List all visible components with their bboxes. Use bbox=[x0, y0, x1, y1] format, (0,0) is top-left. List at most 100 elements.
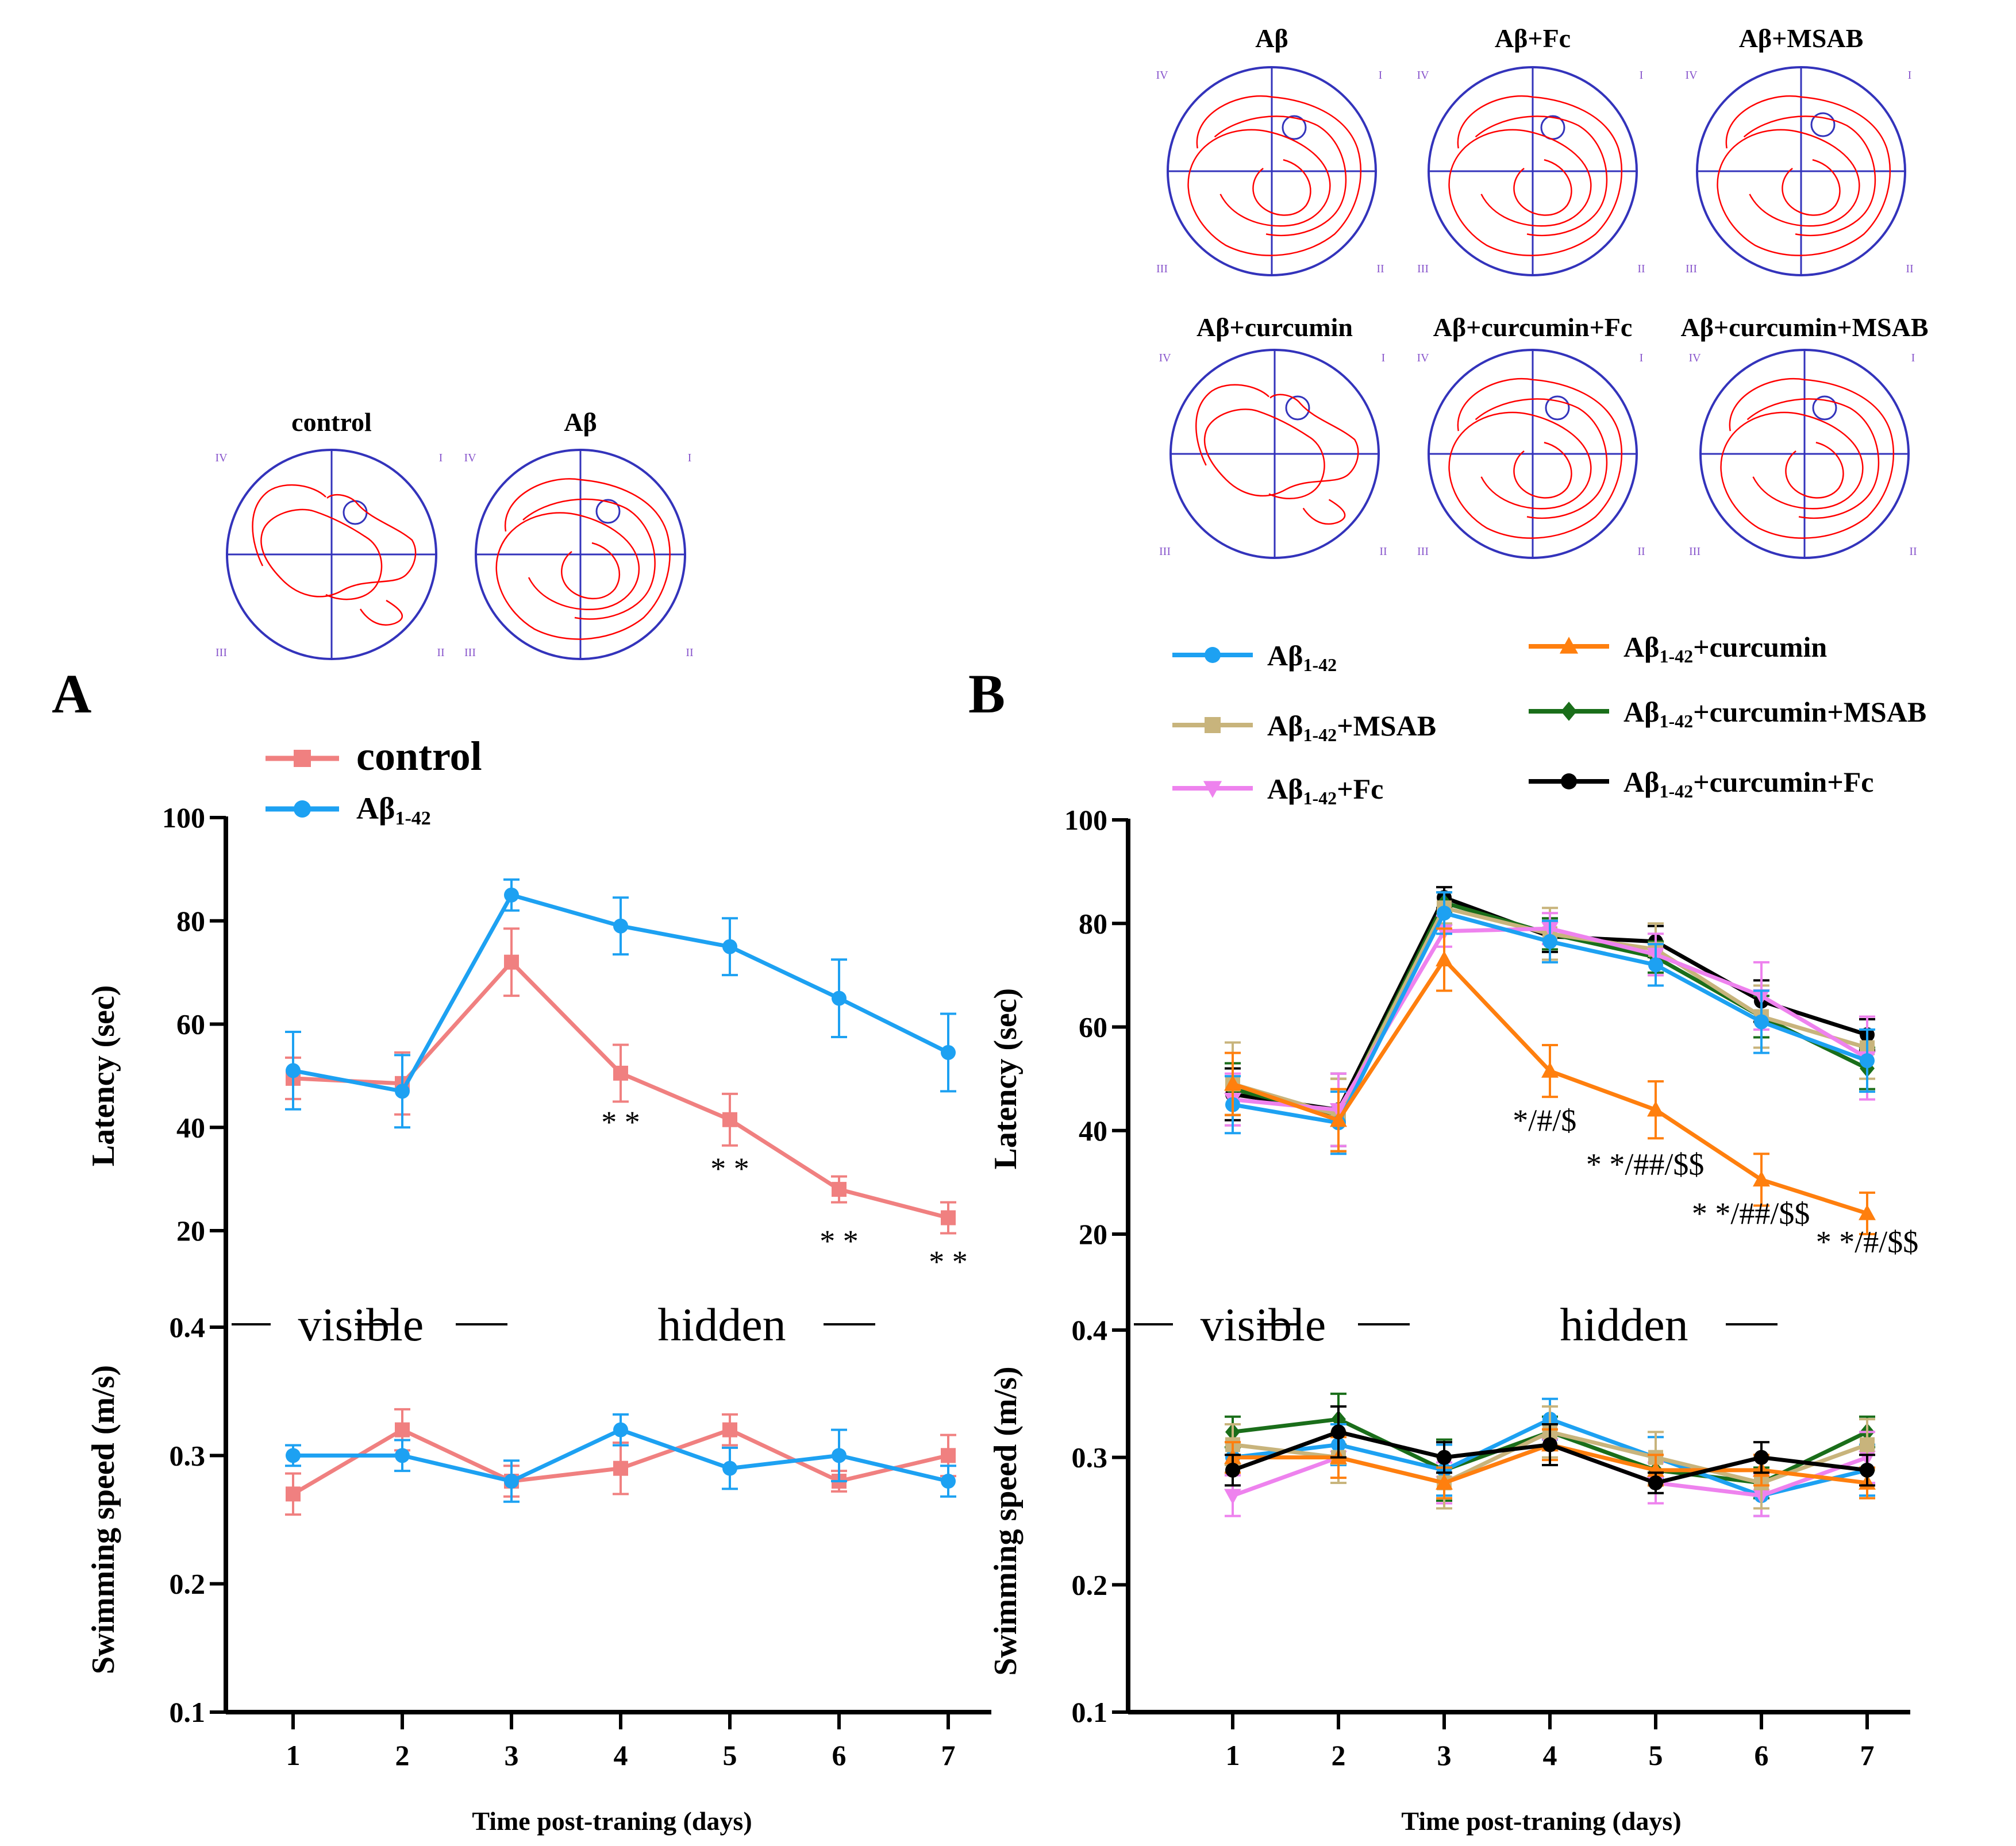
series-curfc bbox=[1225, 1405, 1875, 1494]
data-point bbox=[1648, 1475, 1663, 1490]
quadrant-label: II bbox=[1909, 545, 1917, 558]
swim-track bbox=[1187, 95, 1362, 256]
data-point bbox=[1860, 1462, 1875, 1478]
y-tick-label: 80 bbox=[176, 905, 205, 937]
data-point bbox=[1859, 1204, 1876, 1220]
maze-title: Aβ+Fc bbox=[1495, 24, 1571, 53]
data-point bbox=[832, 1448, 847, 1463]
phase-hidden-label: hidden bbox=[1560, 1298, 1688, 1351]
data-point bbox=[613, 1422, 628, 1438]
legend-label-curfc: Aβ1-42+curcumin+Fc bbox=[1623, 766, 1873, 801]
y-axis-label: Swimming speed (m/s) bbox=[86, 1365, 121, 1674]
data-point bbox=[941, 1045, 956, 1060]
maze-title: Aβ+MSAB bbox=[1739, 24, 1864, 53]
y-axis-label: Swimming speed (m/s) bbox=[988, 1366, 1024, 1675]
legend-label-curcumin: Aβ1-42+curcumin bbox=[1623, 631, 1827, 666]
data-point bbox=[613, 1460, 628, 1476]
data-point bbox=[1224, 1075, 1241, 1091]
quadrant-label: III bbox=[216, 646, 227, 659]
quadrant-label: II bbox=[1906, 263, 1913, 275]
x-tick-label: 7 bbox=[941, 1739, 956, 1771]
series-abeta bbox=[285, 1413, 956, 1503]
platform-circle bbox=[1812, 395, 1837, 421]
legend-a: control Aβ1-42 bbox=[266, 733, 482, 829]
quadrant-label: II bbox=[1376, 263, 1384, 275]
quadrant-label: IV bbox=[1688, 352, 1701, 364]
swim-track bbox=[1720, 377, 1895, 539]
data-point bbox=[1542, 1437, 1557, 1452]
quadrant-label: II bbox=[437, 646, 444, 659]
maze-title: Aβ bbox=[1255, 24, 1288, 53]
data-point bbox=[613, 1065, 628, 1081]
y-axis-label: Latency (sec) bbox=[988, 988, 1024, 1170]
data-point bbox=[1542, 934, 1557, 949]
legend-marker bbox=[1561, 702, 1577, 721]
legend-marker bbox=[1205, 647, 1221, 663]
quadrant-label: III bbox=[1689, 545, 1700, 558]
significance-label: * * bbox=[820, 1224, 859, 1258]
data-point bbox=[1437, 1450, 1452, 1465]
significance-label: */#/$ bbox=[1513, 1103, 1576, 1138]
y-tick-label: 0.3 bbox=[170, 1439, 206, 1471]
data-point bbox=[1753, 1170, 1770, 1187]
x-tick-label: 3 bbox=[505, 1739, 519, 1771]
quadrant-label: IV bbox=[1159, 352, 1171, 364]
significance-label: * */##/$$ bbox=[1692, 1196, 1810, 1231]
x-tick-label: 7 bbox=[1860, 1739, 1875, 1771]
panel-label-a: A bbox=[52, 663, 91, 724]
quadrant-label: III bbox=[1417, 263, 1429, 275]
quadrant-label: I bbox=[1640, 69, 1644, 82]
quadrant-label: II bbox=[686, 646, 693, 659]
data-point bbox=[722, 939, 737, 954]
significance-label: * * bbox=[710, 1151, 749, 1186]
quadrant-label: III bbox=[1159, 545, 1171, 558]
quadrant-label: IV bbox=[215, 452, 228, 464]
swim-track bbox=[1448, 377, 1623, 539]
data-point bbox=[1437, 905, 1452, 921]
y-tick-label: 0.3 bbox=[1072, 1442, 1108, 1474]
panel-label-b: B bbox=[968, 663, 1005, 724]
quadrant-label: II bbox=[1637, 263, 1645, 275]
data-point bbox=[722, 1422, 737, 1438]
quadrant-label: I bbox=[1911, 352, 1915, 364]
x-tick-label: 3 bbox=[1437, 1739, 1452, 1771]
x-tick-label: 6 bbox=[1755, 1739, 1769, 1771]
data-point bbox=[722, 1460, 737, 1476]
quadrant-label: I bbox=[688, 452, 692, 464]
quadrant-label: I bbox=[1640, 352, 1644, 364]
quadrant-label: III bbox=[1686, 263, 1697, 275]
x-tick-label: 1 bbox=[286, 1739, 301, 1771]
platform-circle bbox=[1545, 395, 1570, 421]
quadrant-label: II bbox=[1637, 545, 1645, 558]
quadrant-label: III bbox=[1156, 263, 1168, 275]
platform-circle bbox=[1285, 395, 1310, 421]
data-point bbox=[504, 887, 519, 903]
y-tick-label: 0.2 bbox=[170, 1568, 206, 1600]
data-point bbox=[1224, 1489, 1241, 1505]
legend-label-abeta: Aβ1-42 bbox=[356, 791, 431, 829]
data-point bbox=[1331, 1424, 1346, 1440]
data-point bbox=[395, 1448, 410, 1463]
maze-title: Aβ+curcumin bbox=[1196, 313, 1353, 342]
quadrant-label: II bbox=[1379, 545, 1387, 558]
data-point bbox=[1225, 1462, 1240, 1478]
legend-marker bbox=[1561, 773, 1577, 789]
quadrant-label: III bbox=[1417, 545, 1429, 558]
x-tick-label: 4 bbox=[614, 1739, 628, 1771]
legend-label-msab: Aβ1-42+MSAB bbox=[1267, 710, 1436, 745]
swim-track bbox=[495, 478, 671, 640]
legend-marker bbox=[1203, 781, 1222, 798]
platform-circle bbox=[1282, 115, 1307, 140]
quadrant-label: IV bbox=[464, 452, 476, 464]
x-tick-label: 6 bbox=[832, 1739, 847, 1771]
x-tick-label: 4 bbox=[1543, 1739, 1557, 1771]
data-point bbox=[395, 1422, 410, 1438]
legend-label-abeta: Aβ1-42 bbox=[1267, 639, 1337, 675]
platform-circle bbox=[595, 499, 621, 524]
